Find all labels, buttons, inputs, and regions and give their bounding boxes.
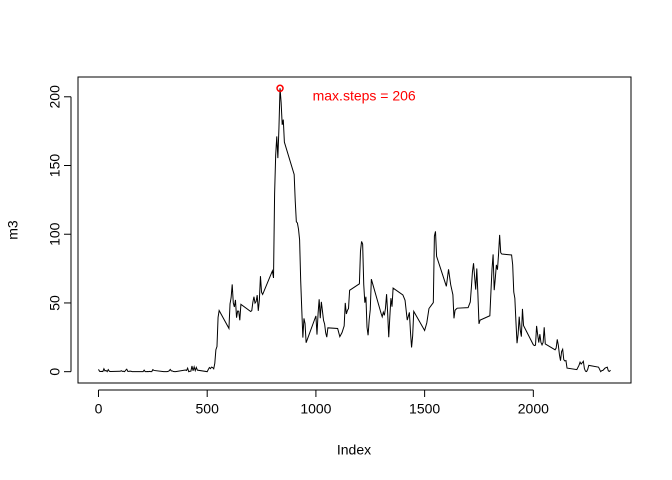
y-tick-label: 150 bbox=[47, 154, 63, 178]
y-tick-label: 50 bbox=[47, 295, 63, 311]
data-line bbox=[98, 88, 611, 373]
plot-frame bbox=[77, 76, 632, 384]
x-tick-label: 2000 bbox=[518, 401, 549, 417]
y-tick-label: 0 bbox=[47, 368, 63, 376]
x-tick-label: 1000 bbox=[300, 401, 331, 417]
max-point bbox=[276, 84, 284, 93]
y-axis-label: m3 bbox=[5, 220, 21, 240]
y-tick-label: 100 bbox=[47, 222, 63, 246]
annotation: max.steps = 206 bbox=[313, 87, 416, 103]
x-tick-label: 0 bbox=[95, 401, 103, 417]
x-tick-label: 1500 bbox=[409, 401, 440, 417]
x-tick-label: 500 bbox=[196, 401, 220, 417]
x-axis-label: Index bbox=[337, 442, 371, 458]
y-tick-label: 200 bbox=[47, 85, 63, 109]
